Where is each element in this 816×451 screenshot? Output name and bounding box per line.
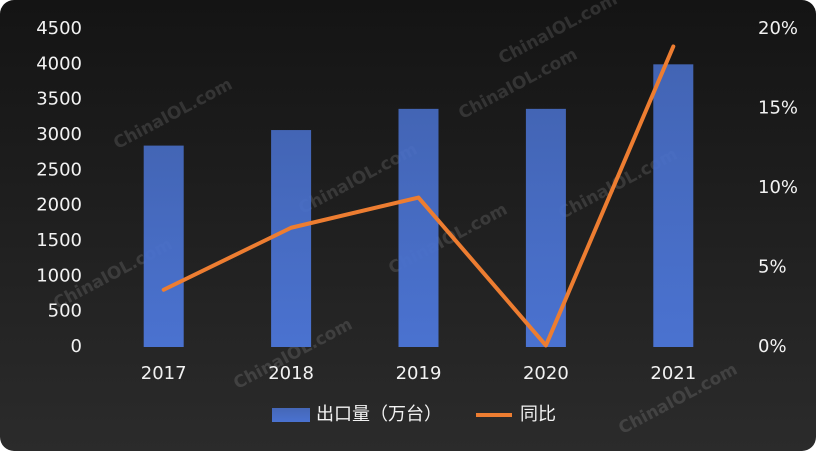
y-tick-label: 1500 — [36, 230, 82, 251]
x-tick-label: 2018 — [268, 363, 314, 384]
x-tick-label: 2020 — [523, 363, 569, 384]
y-tick-label: 4500 — [36, 18, 82, 39]
x-tick-label: 2021 — [650, 363, 696, 384]
y2-tick-label: 0% — [758, 336, 787, 357]
y-tick-label: 2500 — [36, 159, 82, 180]
y2-tick-label: 15% — [758, 98, 798, 119]
line — [161, 44, 676, 348]
bar — [143, 145, 184, 347]
y2-tick-label: 5% — [758, 257, 787, 278]
legend-label: 同比 — [520, 404, 556, 425]
x-tick-label: 2019 — [396, 363, 442, 384]
x-tick-label: 2017 — [141, 363, 187, 384]
y2-tick-label: 20% — [758, 18, 798, 39]
y-tick-label: 3500 — [36, 89, 82, 110]
y-tick-label: 4000 — [36, 53, 82, 74]
y-tick-label: 2000 — [36, 195, 82, 216]
legend-label: 出口量（万台） — [316, 404, 442, 425]
bar — [398, 108, 439, 347]
bar — [653, 64, 694, 347]
y-tick-label: 1000 — [36, 265, 82, 286]
y-tick-label: 0 — [71, 336, 82, 357]
y-tick-label: 3000 — [36, 124, 82, 145]
y-tick-label: 500 — [48, 301, 82, 322]
bar — [525, 108, 566, 347]
bar — [271, 130, 312, 347]
y2-tick-label: 10% — [758, 177, 798, 198]
legend-swatch — [272, 408, 310, 422]
